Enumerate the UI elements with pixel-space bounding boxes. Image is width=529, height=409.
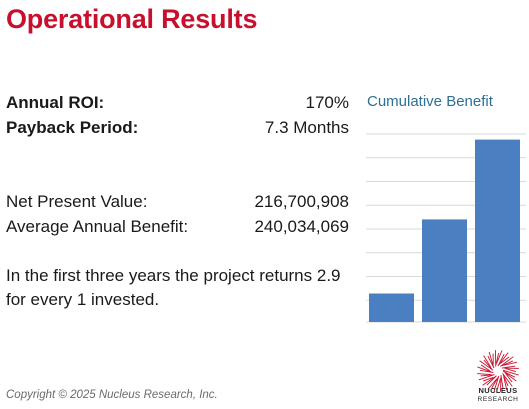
avg-benefit-label: Average Annual Benefit:: [6, 217, 189, 236]
avg-benefit-row: Average Annual Benefit: 240,034,069: [6, 217, 349, 237]
logo-ray: [499, 356, 514, 367]
logo-ray: [500, 356, 510, 364]
logo-ray: [505, 373, 513, 383]
chart-title: Cumulative Benefit: [367, 93, 493, 110]
logo-ray: [505, 368, 517, 373]
chart-bar-2: [422, 219, 467, 322]
logo-ray: [477, 373, 491, 376]
chart-bar-1: [369, 293, 414, 322]
npv-value: 216,700,908: [254, 192, 349, 211]
payback-period-row: Payback Period: 7.3 Months: [6, 118, 349, 138]
summary-text: In the first three years the project ret…: [6, 266, 341, 309]
logo-ray: [479, 360, 494, 371]
npv-label: Net Present Value:: [6, 192, 148, 211]
logo-ray: [482, 376, 496, 386]
logo-ray: [496, 378, 501, 390]
logo-ray: [498, 352, 509, 365]
logo-ray: [496, 350, 503, 364]
logo-line1: NUCLEUS: [478, 386, 518, 395]
logo-ray: [493, 375, 500, 392]
payback-period-value: 7.3 Months: [264, 118, 349, 137]
logo-ray: [487, 378, 498, 390]
logo-ray: [502, 369, 519, 376]
copyright-text: Copyright © 2025 Nucleus Research, Inc.: [6, 389, 218, 401]
avg-benefit-value: 240,034,069: [254, 217, 349, 236]
logo-ray: [480, 364, 491, 372]
logo-ray: [503, 361, 518, 366]
cumulative-benefit-chart: [366, 133, 526, 323]
logo-ray: [477, 366, 492, 373]
chart-bar-3: [475, 139, 520, 322]
logo-ray: [504, 371, 517, 382]
logo-ray: [478, 374, 495, 381]
logo-ray: [483, 355, 492, 368]
page-title: Operational Results: [6, 4, 258, 34]
annual-roi-row: Annual ROI: 170%: [6, 93, 349, 113]
logo-text: NUCLEUS RESEARCH: [468, 386, 528, 404]
logo-ray: [502, 372, 513, 387]
annual-roi-value: 170%: [305, 93, 349, 112]
nucleus-research-logo-icon: [477, 350, 519, 392]
annual-roi-label: Annual ROI:: [6, 93, 105, 112]
logo-ray: [503, 376, 508, 391]
logo-line2: RESEARCH: [477, 396, 519, 403]
logo-ray: [482, 377, 494, 382]
npv-row: Net Present Value: 216,700,908: [6, 192, 349, 212]
logo-ray: [488, 351, 494, 367]
payback-period-label: Payback Period:: [6, 118, 139, 137]
